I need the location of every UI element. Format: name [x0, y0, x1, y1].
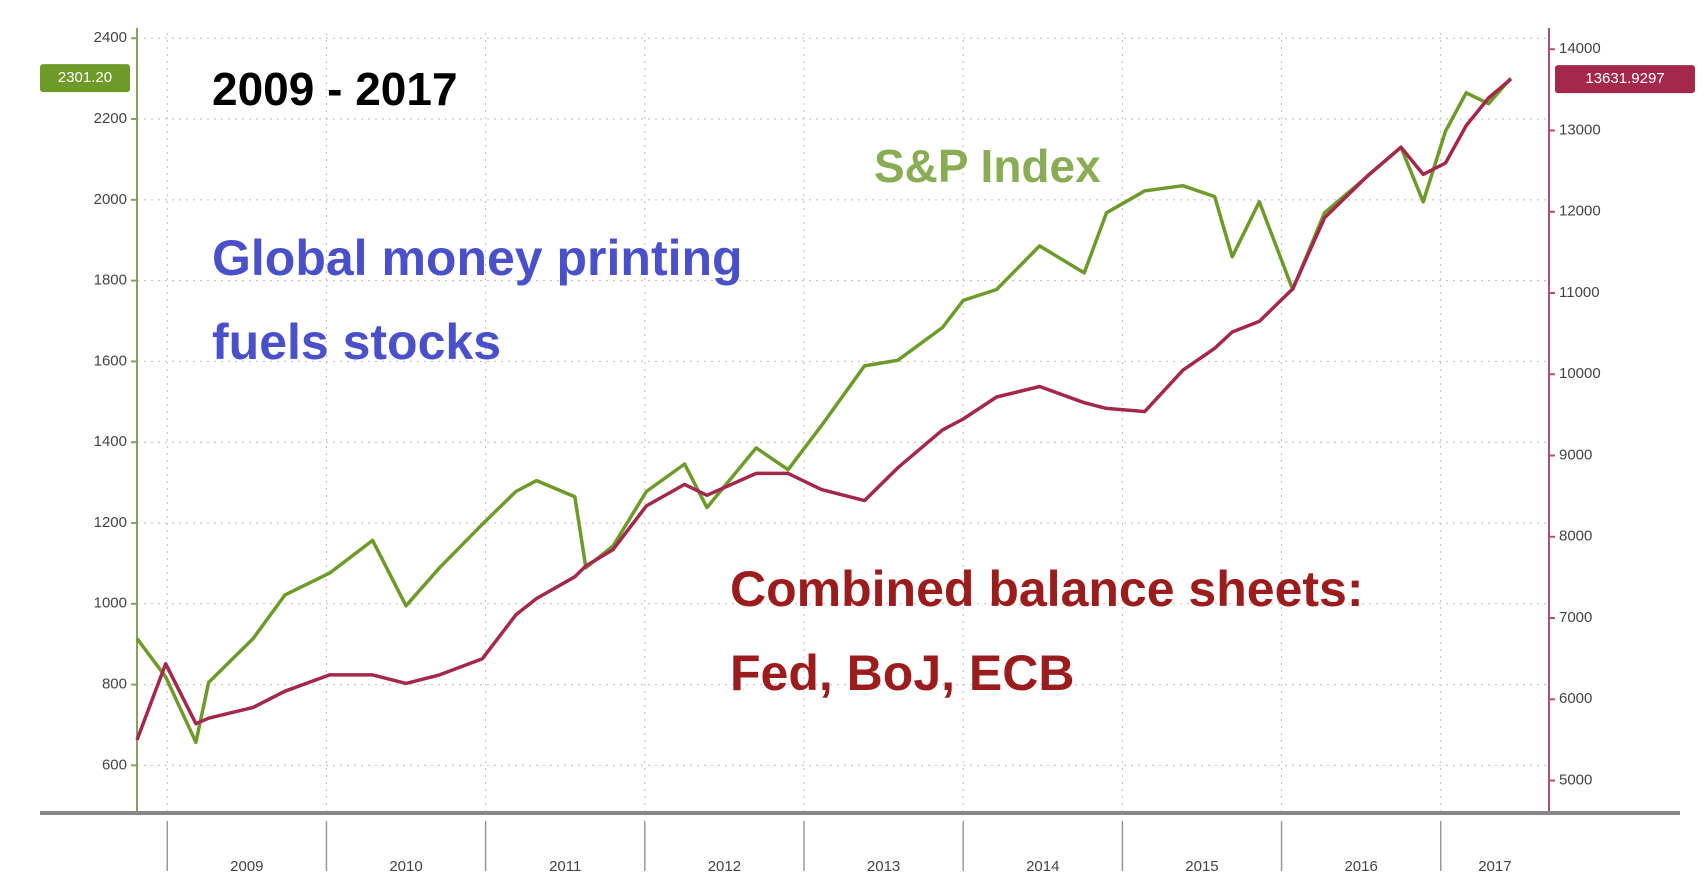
value-badge [40, 64, 130, 93]
y2-tick-label: 11000 [1559, 284, 1600, 301]
x-tick-label: 2014 [1026, 858, 1059, 875]
annotation: Combined balance sheets: [730, 561, 1364, 617]
x-axis-bar [40, 811, 1680, 815]
x-tick-label: 2013 [867, 858, 900, 875]
annotation: Global money printing [212, 230, 743, 286]
value-label: 2301.20 [58, 69, 112, 86]
y-tick-label: 2000 [94, 191, 127, 208]
y2-tick-label: 5000 [1559, 771, 1592, 788]
y-tick-label: 2400 [94, 29, 127, 46]
y-tick-label: 1000 [94, 595, 127, 612]
x-tick-label: 2011 [549, 858, 581, 875]
y-tick-label: 800 [102, 676, 127, 693]
y2-tick-label: 6000 [1559, 690, 1592, 707]
y2-tick-label: 9000 [1559, 446, 1592, 463]
y2-tick-label: 12000 [1559, 203, 1601, 220]
x-tick-label: 2010 [389, 858, 422, 875]
y-tick-label: 1400 [94, 433, 127, 450]
y2-tick-label: 14000 [1559, 40, 1601, 57]
y2-tick-label: 13000 [1559, 121, 1601, 138]
x-tick-label: 2017 [1478, 858, 1511, 875]
x-tick-label: 2009 [230, 858, 263, 875]
value-badge [1555, 65, 1695, 94]
y2-tick-label: 7000 [1559, 609, 1592, 626]
series-line [135, 77, 1512, 741]
y-tick-label: 1600 [94, 352, 127, 369]
chart-title: 2009 - 2017 [212, 63, 458, 115]
y-tick-label: 1200 [94, 514, 127, 531]
y2-tick-label: 8000 [1559, 528, 1592, 545]
annotation: Fed, BoJ, ECB [730, 645, 1074, 701]
y2-tick-label: 10000 [1559, 365, 1601, 382]
x-tick-label: 2012 [708, 858, 741, 875]
y-tick-label: 1800 [94, 272, 127, 289]
x-tick-label: 2016 [1344, 858, 1377, 875]
series-label: S&P Index [874, 140, 1101, 192]
annotation: fuels stocks [212, 314, 501, 370]
value-label: 13631.9297 [1585, 70, 1664, 87]
x-tick-label: 2015 [1185, 858, 1218, 875]
y-tick-label: 600 [102, 756, 127, 773]
y-tick-label: 2200 [94, 110, 127, 127]
